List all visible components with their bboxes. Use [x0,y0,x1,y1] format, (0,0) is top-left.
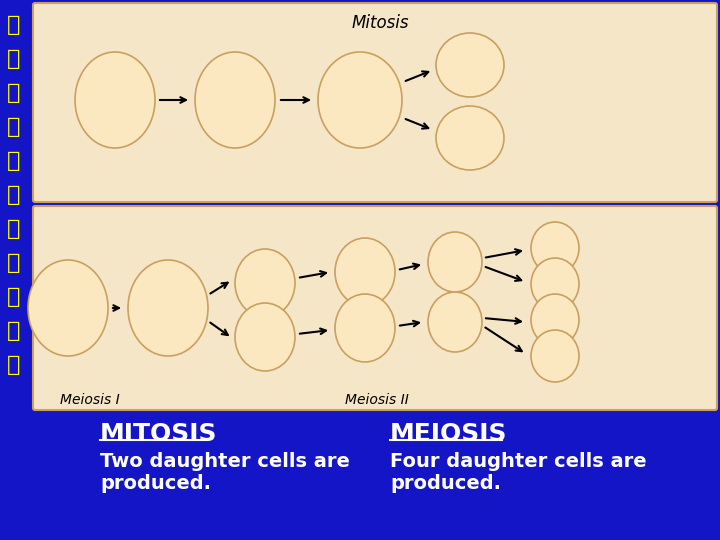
Ellipse shape [436,33,504,97]
Ellipse shape [235,303,295,371]
Ellipse shape [428,232,482,292]
Text: 分: 分 [7,253,21,273]
Ellipse shape [318,52,402,148]
Ellipse shape [195,52,275,148]
Text: 较: 较 [7,355,21,375]
Ellipse shape [335,238,395,306]
Ellipse shape [335,294,395,362]
Text: Meiosis I: Meiosis I [60,393,120,407]
Ellipse shape [531,258,579,310]
Ellipse shape [235,249,295,317]
Ellipse shape [531,294,579,346]
Text: Mitosis: Mitosis [351,14,409,32]
Ellipse shape [428,292,482,352]
Ellipse shape [75,52,155,148]
Text: 有: 有 [7,15,21,35]
Text: 数: 数 [7,219,21,239]
FancyBboxPatch shape [33,206,717,410]
Ellipse shape [436,106,504,170]
Ellipse shape [128,260,208,356]
Text: 分: 分 [7,83,21,103]
Text: 比: 比 [7,321,21,341]
Text: 丝: 丝 [7,49,21,69]
Text: 减: 减 [7,185,21,205]
Text: 裂: 裂 [7,287,21,307]
Text: produced.: produced. [390,474,501,493]
Ellipse shape [531,330,579,382]
Text: produced.: produced. [100,474,211,493]
Ellipse shape [531,222,579,274]
FancyBboxPatch shape [33,3,717,202]
Ellipse shape [28,260,108,356]
Text: MEIOSIS: MEIOSIS [390,422,508,446]
Text: MITOSIS: MITOSIS [100,422,217,446]
Text: 裂: 裂 [7,117,21,137]
Text: Meiosis II: Meiosis II [345,393,409,407]
Text: Two daughter cells are: Two daughter cells are [100,452,350,471]
Text: Four daughter cells are: Four daughter cells are [390,452,647,471]
Text: 和: 和 [7,151,21,171]
